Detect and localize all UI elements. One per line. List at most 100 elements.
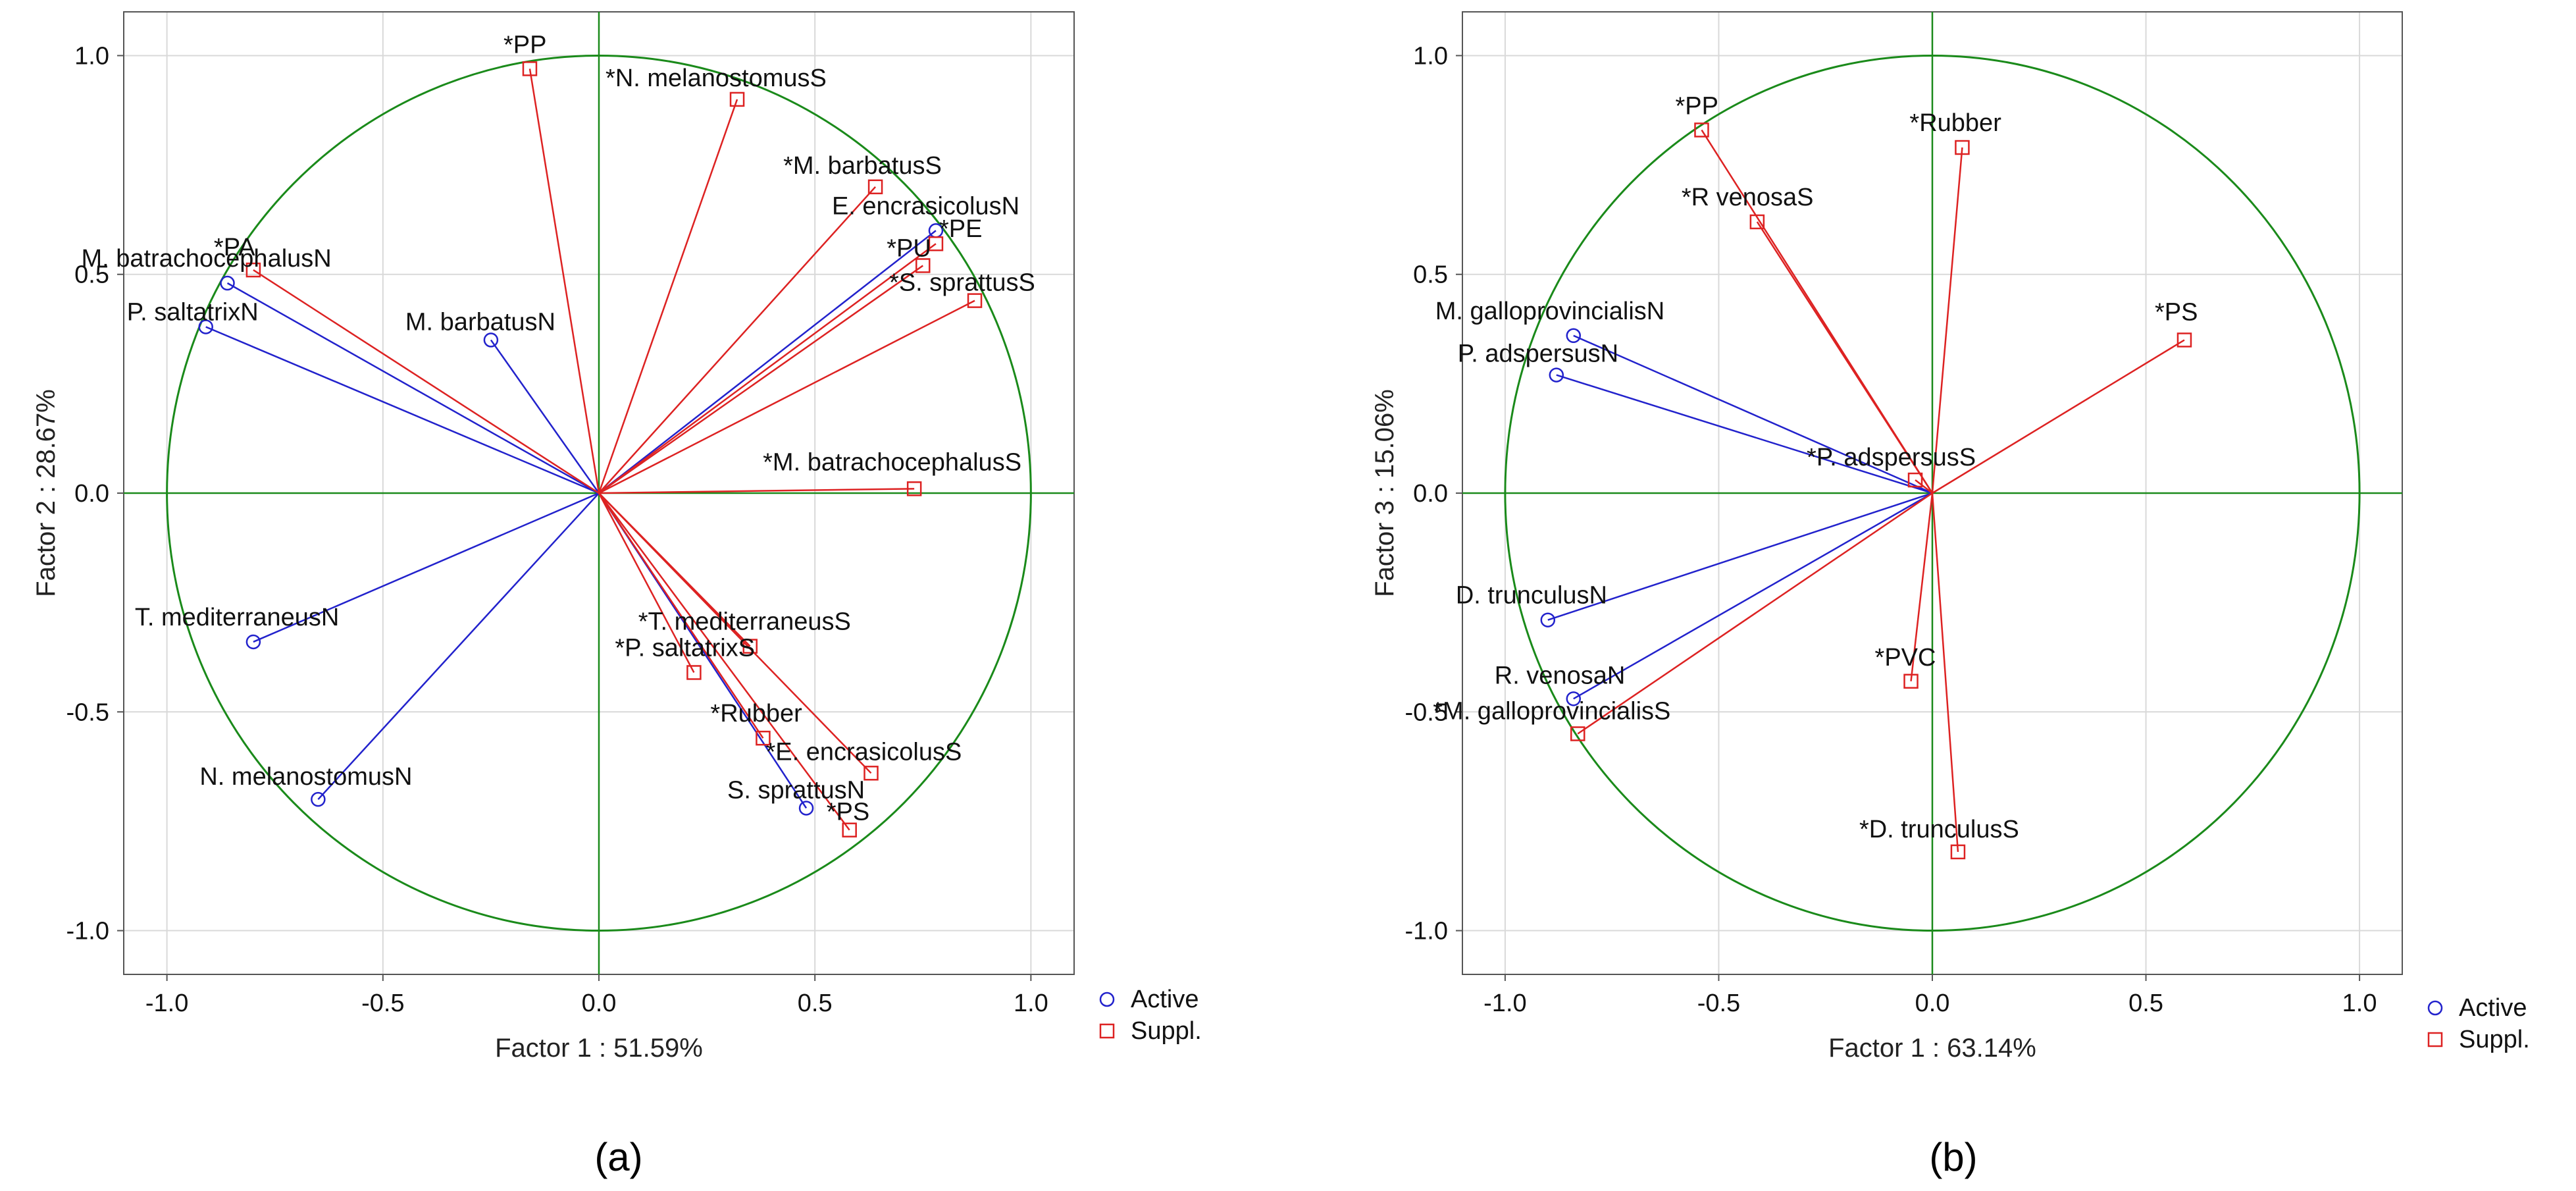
label-suppl-pa-6: *PA: [214, 234, 255, 261]
x-tick-label-4: 1.0: [1014, 990, 1048, 1017]
vector-suppl-ps-12: [598, 492, 850, 831]
marker-active-n-melanostomusn-6: [311, 791, 326, 807]
y-tick-label-3: 0.5: [74, 261, 109, 289]
vector-suppl-p-adspersuss-4: [1915, 479, 1933, 494]
vector-active-p-saltatrixn-1: [205, 326, 600, 494]
marker-suppl-e-encrasicoluss-11: [863, 766, 879, 781]
panel-label: (a): [594, 1135, 642, 1179]
vector-suppl-pp-0: [528, 68, 600, 494]
vector-suppl-n-melanostomuss-1: [598, 99, 738, 494]
marker-suppl-m-barbatuss-2: [867, 179, 883, 195]
marker-suppl-p-adspersuss-4: [1907, 472, 1923, 488]
y-tick-label-0: -1.0: [66, 918, 109, 945]
marker-active-t-mediterraneusn-5: [245, 634, 261, 650]
x-tick-label-4: 1.0: [2342, 990, 2377, 1017]
label-active-m-galloprovincialisn-0: M. galloprovincialisN: [1435, 298, 1664, 325]
marker-suppl-s-sprattuss-5: [967, 293, 983, 308]
legend: Active Suppl.: [2427, 994, 2530, 1053]
marker-active-m-barbatusn-2: [483, 332, 499, 348]
label-active-m-barbatusn-2: M. barbatusN: [405, 308, 555, 336]
marker-suppl-pvc-5: [1903, 674, 1919, 689]
label-suppl-pp-0: *PP: [503, 31, 546, 59]
vector-lines: [1547, 129, 2185, 853]
label-active-n-melanostomusn-6: N. melanostomusN: [199, 763, 412, 791]
vector-suppl-r-venosas-2: [1756, 221, 1934, 494]
vector-suppl-rubber-1: [1931, 147, 1963, 494]
marker-suppl-pa-6: [245, 262, 261, 278]
label-active-p-saltatrixn-1: P. saltatrixN: [127, 298, 259, 326]
label-active-m-batrachocephalusn-0: M. batrachocephalusN: [82, 245, 332, 273]
label-active-p-adspersusn-1: P. adspersusN: [1458, 340, 1618, 368]
label-suppl-pe-4: *PE: [939, 215, 982, 243]
label-suppl-n-melanostomuss-1: *N. melanostomusS: [605, 65, 827, 92]
y-tick-label-2: 0.0: [74, 480, 109, 508]
marker-active-m-galloprovincialisn-0: [1566, 328, 1582, 344]
y-tick-label-1: -0.5: [1405, 699, 1448, 726]
x-tick-label-3: 0.5: [2128, 990, 2163, 1017]
vector-markers: [198, 61, 983, 837]
y-axis-label: Factor 3 : 15.06%: [1370, 389, 1399, 597]
x-tick-label-2: 0.0: [582, 990, 617, 1017]
vector-suppl-pa-6: [253, 269, 600, 494]
y-axis-label: Factor 2 : 28.67%: [32, 389, 61, 597]
y-tick-label-2: 0.0: [1413, 480, 1448, 508]
legend-label-suppl: Suppl.: [1131, 1017, 1202, 1045]
marker-suppl-pu-3: [915, 258, 931, 273]
marker-active-s-sprattusn-4: [798, 801, 814, 816]
marker-suppl-pp-0: [522, 61, 538, 76]
legend-marker-suppl: [2427, 1032, 2443, 1047]
label-suppl-p-adspersuss-4: *P. adspersusS: [1807, 444, 1976, 471]
label-active-s-sprattusn-4: S. sprattusN: [727, 776, 865, 804]
label-suppl-r-venosas-2: *R venosaS: [1682, 184, 1814, 211]
marker-suppl-pe-4: [928, 236, 944, 251]
marker-active-m-batrachocephalusn-0: [220, 275, 235, 291]
vector-active-m-barbatusn-2: [490, 339, 600, 494]
marker-suppl-t-mediterraneuss-8: [742, 639, 758, 654]
marker-active-p-saltatrixn-1: [198, 319, 213, 334]
marker-suppl-p-saltatrixs-9: [686, 665, 702, 680]
marker-suppl-m-batrachocephaluss-7: [906, 481, 922, 496]
label-suppl-d-trunculuss-7: *D. trunculusS: [1859, 816, 2019, 843]
label-suppl-rubber-1: *Rubber: [1909, 109, 2001, 137]
vector-active-e-encrasicolusn-3: [598, 230, 937, 494]
label-suppl-m-barbatuss-2: *M. barbatusS: [783, 152, 942, 180]
marker-suppl-pp-0: [1694, 122, 1709, 138]
vector-active-d-trunculusn-2: [1547, 492, 1933, 621]
label-suppl-m-galloprovincialiss-6: *M. galloprovincialisS: [1433, 698, 1670, 726]
vector-markers: [1540, 122, 2192, 860]
point-labels: M. batrachocephalusN P. saltatrixN M. barb…: [82, 31, 1035, 826]
x-axis-label: Factor 1 : 63.14%: [1828, 1034, 2036, 1063]
label-active-e-encrasicolusn-3: E. encrasicolusN: [832, 192, 1019, 220]
label-suppl-ps-12: *PS: [827, 799, 869, 826]
vector-suppl-s-sprattuss-5: [598, 300, 975, 494]
label-suppl-p-saltatrixs-9: *P. saltatrixS: [615, 634, 755, 662]
vector-suppl-m-barbatuss-2: [598, 186, 877, 494]
vector-suppl-pu-3: [598, 265, 923, 494]
legend-label-active: Active: [1131, 986, 1198, 1013]
legend: Active Suppl.: [1099, 986, 1202, 1045]
vector-active-p-adspersusn-1: [1556, 374, 1933, 494]
vector-active-m-batrachocephalusn-0: [226, 282, 600, 494]
marker-suppl-ps-3: [2177, 332, 2192, 348]
vector-suppl-pe-4: [598, 243, 937, 494]
vector-suppl-e-encrasicoluss-11: [598, 492, 872, 774]
vector-suppl-m-galloprovincialiss-6: [1577, 492, 1933, 735]
legend-marker-active: [2427, 1000, 2443, 1016]
label-suppl-s-sprattuss-5: *S. sprattusS: [889, 269, 1035, 297]
label-active-t-mediterraneusn-5: T. mediterraneusN: [135, 604, 339, 631]
label-suppl-pvc-5: *PVC: [1875, 644, 1936, 672]
marker-suppl-d-trunculuss-7: [1950, 844, 1966, 860]
label-active-r-venosan-3: R. venosaN: [1495, 662, 1626, 689]
y-tick-label-4: 1.0: [1413, 42, 1448, 70]
marker-suppl-rubber-1: [1955, 140, 1970, 155]
vector-suppl-pvc-5: [1910, 492, 1934, 681]
panel-label: (b): [1929, 1135, 1977, 1179]
marker-active-p-adspersusn-1: [1549, 367, 1564, 383]
vector-lines: [205, 68, 975, 831]
label-suppl-m-batrachocephaluss-7: *M. batrachocephalusS: [763, 448, 1021, 476]
marker-active-r-venosan-3: [1566, 691, 1582, 706]
label-suppl-t-mediterraneuss-8: *T. mediterraneusS: [638, 608, 851, 636]
marker-suppl-rubber-10: [756, 730, 771, 746]
vector-active-m-galloprovincialisn-0: [1573, 334, 1933, 494]
